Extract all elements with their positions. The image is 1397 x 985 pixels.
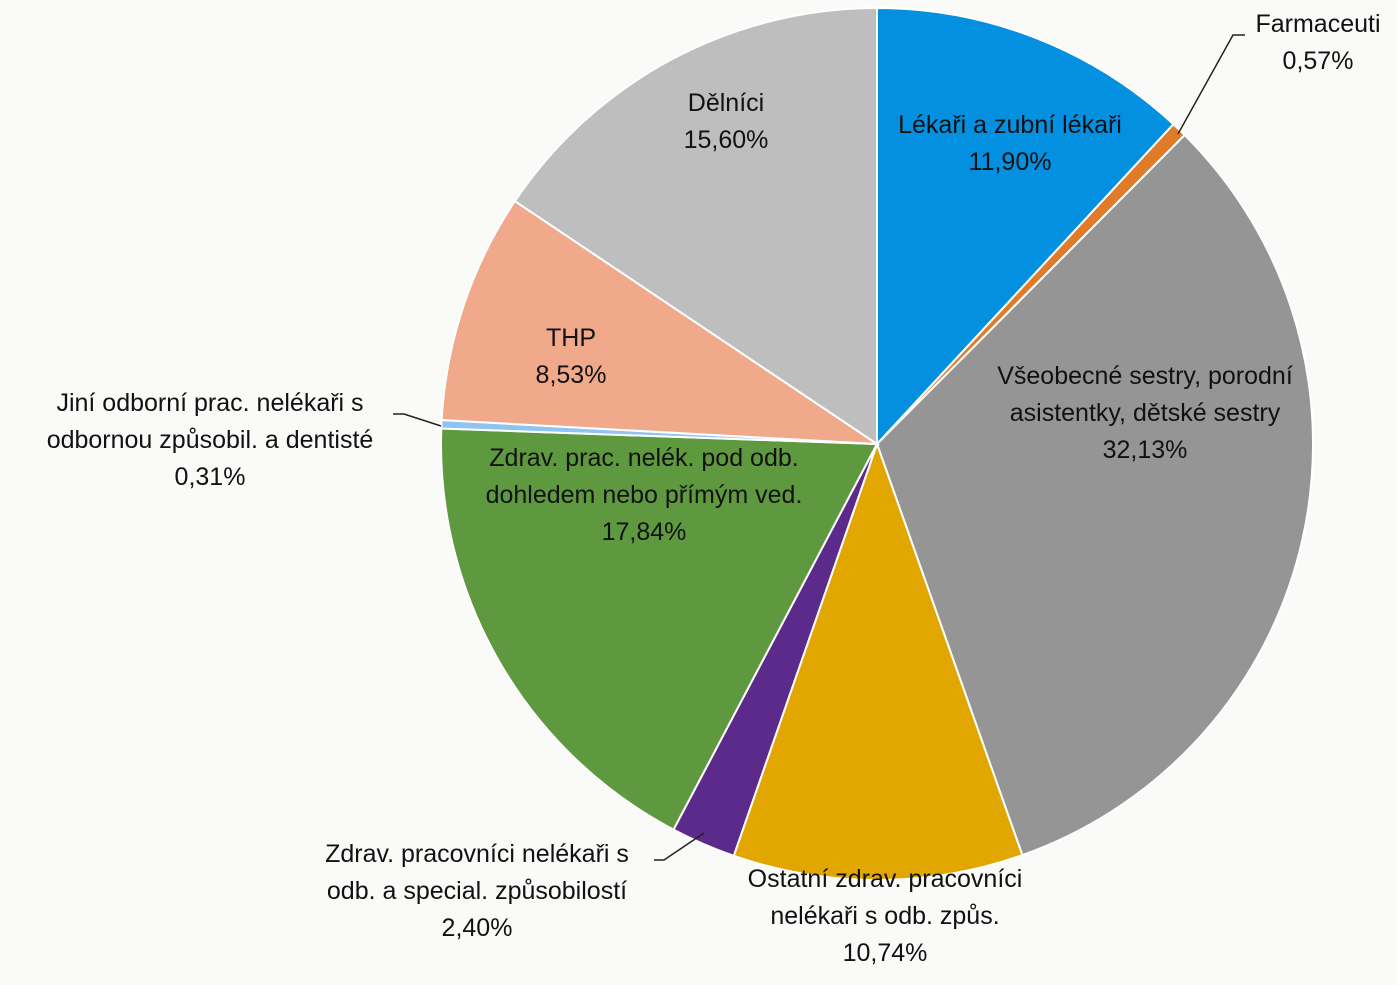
slice-label: Všeobecné sestry, porodní asistentky, dět… [997, 362, 1293, 464]
slice-label-line: Ostatní zdrav. pracovníci [748, 865, 1023, 893]
slice-value: 8,53% [536, 361, 607, 389]
slice-label-line: Lékaři a zubní lékaři [898, 111, 1122, 139]
slice-value: 10,74% [843, 939, 928, 967]
slice-label-line: Všeobecné sestry, porodní [997, 362, 1293, 390]
slice-label-line: THP [546, 324, 596, 352]
slice-label: Farmaceuti 0,57% [1255, 10, 1380, 75]
leader-line [393, 413, 442, 427]
slice-label-line: asistentky, dětské sestry [1010, 399, 1281, 427]
slice-label: Lékaři a zubní lékaři 11,90% [898, 111, 1122, 176]
slice-value: 0,31% [175, 463, 246, 491]
slice-value: 0,57% [1283, 47, 1354, 75]
slice-label-line: Jiní odborní prac. nelékaři s [56, 389, 363, 417]
pie-slice [439, 427, 879, 831]
pie-slices [439, 6, 1314, 881]
pie-slice [875, 133, 1314, 857]
slice-label-line: Dělníci [688, 89, 764, 117]
leader-line [654, 832, 705, 861]
slice-label-line: Zdrav. prac. nelék. pod odb. [489, 444, 798, 472]
leader-line [1177, 34, 1245, 135]
slice-label: Zdrav. pracovníci nelékaři s odb. a speci… [325, 840, 629, 942]
slice-label-line: Zdrav. pracovníci nelékaři s [325, 840, 629, 868]
slice-value: 15,60% [684, 126, 769, 154]
slice-label-line: dohledem nebo přímým ved. [486, 481, 803, 509]
slice-value: 17,84% [602, 518, 687, 546]
leader-lines [393, 34, 1245, 861]
slice-label: Dělníci 15,60% [684, 89, 769, 154]
slice-label-line: nelékaři s odb. způs. [770, 902, 999, 930]
slice-label: Zdrav. prac. nelék. pod odb. dohledem neb… [486, 444, 803, 546]
slice-label: Ostatní zdrav. pracovníci nelékaři s odb.… [748, 865, 1023, 967]
slice-labels: Lékaři a zubní lékaři 11,90% Farmaceuti 0,5… [47, 10, 1381, 967]
slice-value: 2,40% [442, 914, 513, 942]
slice-label: THP 8,53% [536, 324, 607, 389]
pie-slice [876, 6, 1175, 447]
slice-value: 32,13% [1103, 436, 1188, 464]
slice-value: 11,90% [969, 148, 1052, 176]
slice-label-line: odbornou způsobil. a dentisté [47, 426, 374, 454]
slice-label-line: Farmaceuti [1255, 10, 1380, 38]
slice-label: Jiní odborní prac. nelékaři s odbornou zp… [47, 389, 374, 491]
pie-slice [440, 199, 881, 446]
slice-label-line: odb. a special. způsobilostí [327, 877, 627, 905]
pie-slice [732, 440, 1024, 881]
pie-slice [513, 6, 878, 446]
